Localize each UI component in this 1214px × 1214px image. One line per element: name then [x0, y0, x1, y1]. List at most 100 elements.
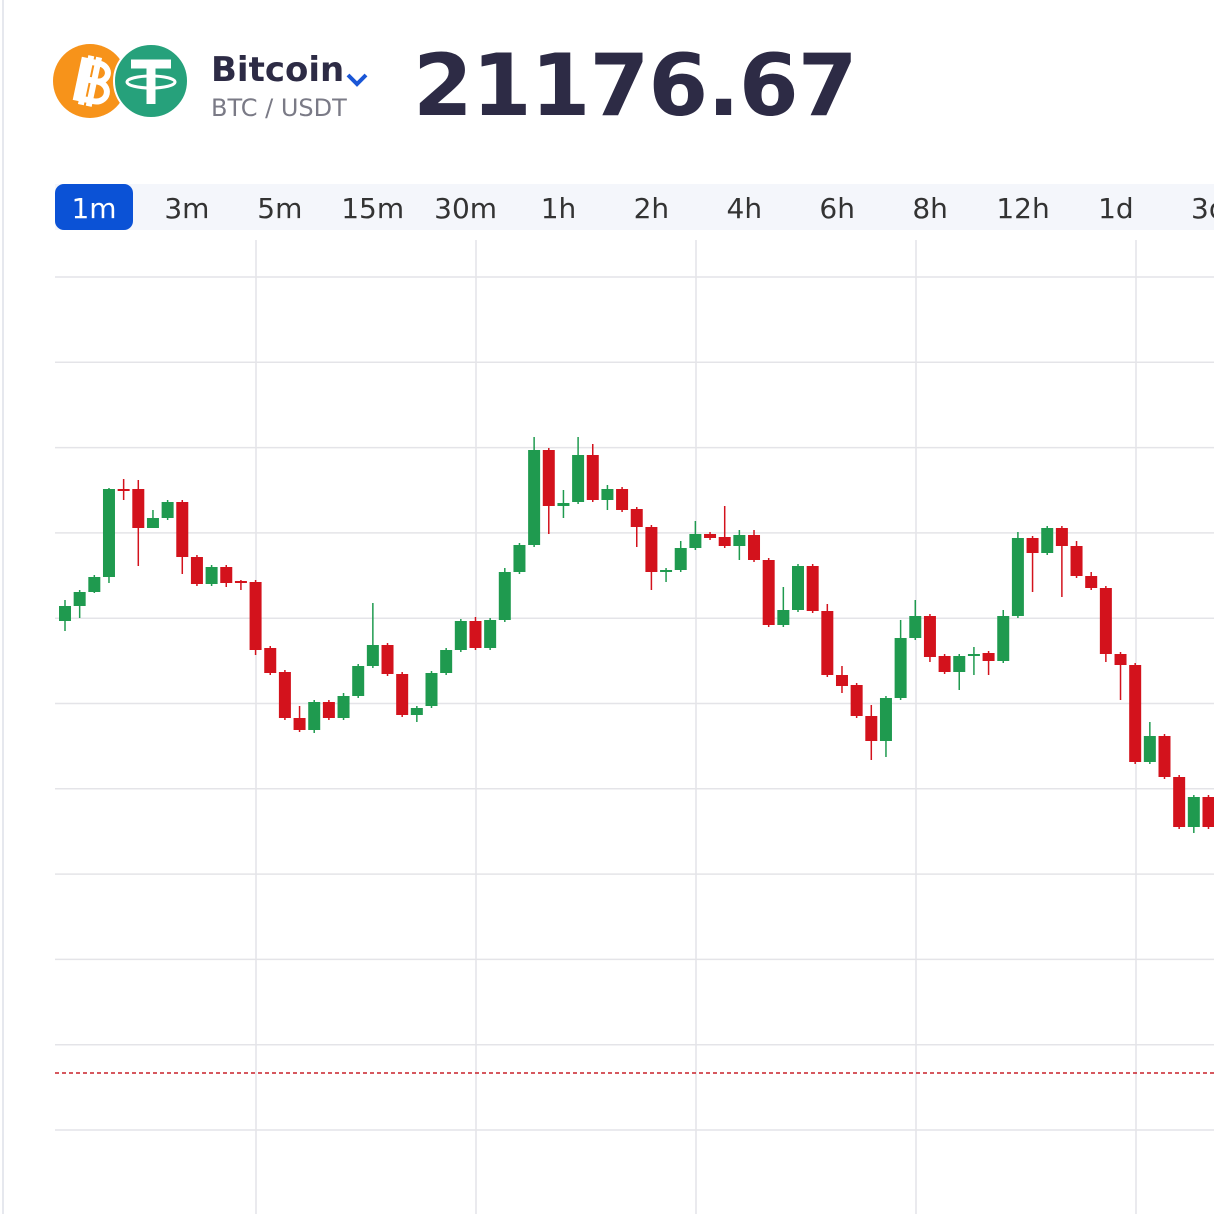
timeframe-tab[interactable]: 1h	[541, 192, 577, 225]
candle-body	[865, 716, 878, 741]
candle-body	[454, 621, 467, 650]
candle-body	[953, 656, 966, 672]
candle-body	[190, 557, 203, 584]
candle-body	[308, 702, 321, 730]
candle-body	[982, 653, 995, 661]
timeframe-tab[interactable]: 8h	[912, 192, 948, 225]
active-tab-bg	[55, 184, 133, 230]
candle-body	[513, 545, 526, 572]
candle-body	[146, 518, 159, 528]
candle-body	[572, 455, 585, 502]
candle-body	[410, 708, 423, 715]
candle-body	[1070, 546, 1083, 576]
candle-body	[806, 566, 819, 611]
candle-body	[850, 685, 863, 716]
asset-pair: BTC / USDT	[211, 94, 347, 122]
timeframe-tab[interactable]: 30m	[434, 192, 497, 225]
candle-body	[249, 582, 262, 650]
candle-body	[909, 616, 922, 638]
candle-body	[748, 535, 761, 560]
candle-body	[777, 610, 790, 625]
candle-body	[601, 489, 614, 500]
candle-body	[1187, 797, 1200, 827]
candle-body	[293, 718, 306, 730]
candle-body	[1114, 654, 1127, 665]
candle-body	[997, 616, 1010, 661]
candle-body	[1085, 576, 1098, 588]
candle-body	[1055, 528, 1068, 546]
candle-body	[234, 581, 247, 583]
candle-body	[381, 645, 394, 674]
grid	[55, 240, 1214, 1214]
candle-body	[1026, 538, 1039, 553]
timeframe-tab[interactable]: 6h	[819, 192, 855, 225]
candle-body	[557, 503, 570, 506]
bitcoin-icon	[53, 44, 127, 118]
candle-body	[132, 489, 145, 528]
candle-body	[1129, 665, 1142, 762]
timeframe-bar	[55, 184, 1214, 230]
timeframe-tab[interactable]: 3m	[164, 192, 209, 225]
candle-body	[1011, 538, 1024, 616]
candle-body	[938, 656, 951, 672]
candle-body	[704, 534, 717, 538]
candle-body	[425, 673, 438, 706]
candle-body	[733, 535, 746, 546]
candle-body	[792, 566, 804, 610]
candle-body	[337, 696, 350, 718]
candle-body	[73, 592, 86, 606]
candle-body	[1202, 797, 1214, 827]
timeframe-tab[interactable]: 1m	[71, 192, 116, 225]
timeframe-tab[interactable]: 2h	[634, 192, 670, 225]
asset-name: Bitcoin	[211, 50, 344, 90]
timeframe-tab[interactable]: 5m	[257, 192, 302, 225]
candle-body	[718, 537, 731, 546]
candle-body	[1099, 588, 1112, 654]
timeframe-tab[interactable]: 15m	[341, 192, 404, 225]
candle-body	[689, 534, 702, 548]
candle-body	[835, 675, 848, 686]
candle-body	[440, 650, 453, 673]
candle-body	[278, 672, 291, 718]
candle-body	[88, 577, 101, 592]
candle-body	[396, 674, 409, 715]
candle-body	[205, 567, 218, 584]
timeframe-tab[interactable]: 1d	[1098, 192, 1134, 225]
candle-body	[117, 489, 130, 491]
candle-body	[220, 567, 233, 583]
candle-body	[674, 548, 687, 570]
price: 21176.67	[413, 36, 857, 136]
candle-body	[498, 572, 511, 620]
candle-body	[645, 527, 658, 572]
candle-body	[542, 450, 555, 506]
candle-body	[484, 620, 497, 648]
timeframe-tab[interactable]: 12h	[996, 192, 1049, 225]
candle-body	[1041, 528, 1054, 553]
candle-body	[322, 702, 335, 718]
candle-body	[821, 611, 834, 675]
candle-body	[630, 509, 643, 527]
candle-body	[894, 638, 907, 698]
candle-body	[586, 455, 599, 500]
candle-body	[923, 616, 936, 657]
candle-body	[366, 645, 379, 666]
tether-icon	[113, 43, 189, 119]
timeframe-tab[interactable]: 4h	[727, 192, 763, 225]
candle-body	[352, 666, 365, 696]
timeframe-tab[interactable]: 3d	[1191, 192, 1214, 225]
candle-body	[1173, 777, 1186, 827]
candle-body	[176, 502, 189, 557]
candle-body	[59, 606, 71, 621]
candle-body	[161, 502, 174, 518]
candle-body	[102, 489, 115, 577]
candle-body	[762, 560, 775, 625]
candle-body	[660, 570, 673, 572]
candle-body	[967, 654, 980, 656]
candle-body	[616, 489, 629, 510]
candle-body	[469, 621, 482, 648]
dropdown-chevron[interactable]	[346, 73, 368, 87]
candle-body	[1143, 736, 1156, 762]
candle-body	[264, 648, 277, 673]
candle-body	[1158, 736, 1171, 777]
